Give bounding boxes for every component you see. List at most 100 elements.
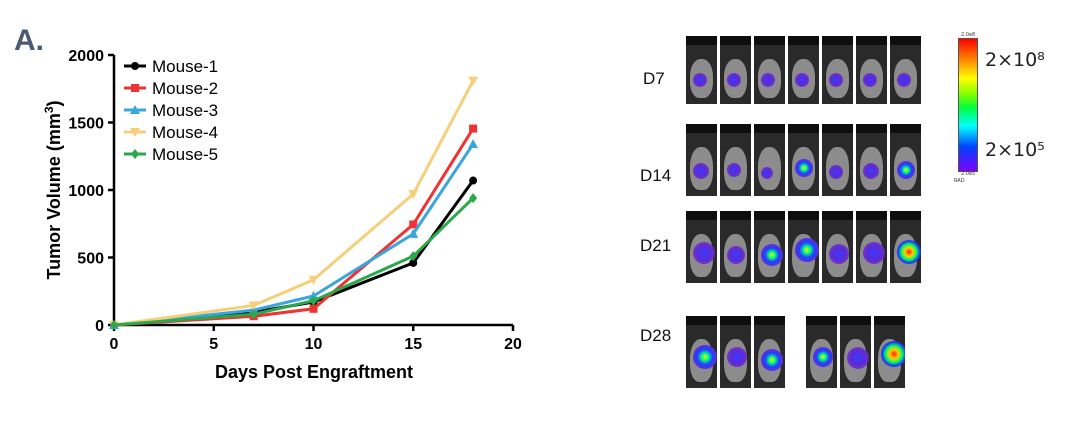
legend-label: Mouse-5 (152, 145, 218, 164)
data-point (308, 290, 319, 300)
mouse-image (754, 124, 785, 196)
data-point (249, 309, 258, 320)
mouse-image (890, 124, 921, 196)
bioluminescence-signal (761, 167, 773, 179)
mouse-image (822, 211, 853, 283)
x-tick-label: 10 (305, 336, 323, 353)
luminescence-colorbar (958, 38, 978, 172)
mouse-image (840, 316, 871, 388)
data-point (469, 124, 478, 133)
bioluminescence-signal (897, 161, 915, 179)
mouse-image (856, 124, 887, 196)
y-tick-label: 1000 (68, 183, 104, 200)
y-tick-label: 0 (95, 318, 104, 335)
bioluminescence-signal (881, 341, 905, 367)
bioluminescence-signal (693, 163, 709, 179)
mouse-image (720, 211, 751, 283)
imaging-row-label-d14: D14 (640, 166, 672, 185)
imaging-row-label-d28: D28 (640, 326, 672, 345)
mouse-image (754, 316, 785, 388)
x-tick-label: 15 (404, 336, 422, 353)
bioluminescence-signal (863, 242, 885, 264)
mouse-image (720, 316, 751, 388)
data-point (469, 176, 478, 185)
bioluminescence-signal (693, 345, 717, 369)
bioluminescence-signal (863, 163, 879, 179)
bioluminescence-signal (761, 349, 783, 371)
mouse-image (788, 211, 819, 283)
bioluminescence-signal (761, 73, 775, 87)
colorbar-low-label: 2×10⁵ (985, 139, 1045, 161)
legend-swatch-marker (131, 84, 139, 92)
colorbar-tiny-unit: RAD (954, 178, 965, 184)
imaging-row-d14 (686, 124, 921, 196)
bioluminescence-signal (727, 73, 741, 87)
chart-legend: Mouse-1 Mouse-2 Mouse-3 Mouse-4 Mouse-5 (124, 57, 218, 164)
data-point (409, 251, 418, 262)
mouse-image (754, 36, 785, 104)
mouse-image (874, 316, 905, 388)
bioluminescence-signal (897, 240, 921, 264)
legend-swatch-marker (130, 128, 140, 137)
series-mouse-3 (109, 139, 479, 329)
bioluminescence-signal (727, 347, 747, 367)
bioluminescence-signal (813, 347, 833, 367)
legend-swatch-marker (131, 149, 139, 159)
imaging-row-label-d7: D7 (643, 69, 665, 88)
bioluminescence-signal (727, 246, 745, 264)
x-tick-label: 5 (209, 336, 218, 353)
data-point (408, 190, 419, 200)
panel-label: A. (14, 24, 44, 57)
bioluminescence-signal (727, 163, 741, 177)
data-point (309, 295, 318, 306)
bioluminescence-signal (795, 238, 819, 262)
imaging-row-d21 (686, 211, 921, 283)
imaging-row-d7 (686, 36, 921, 104)
data-point (469, 193, 478, 204)
bioluminescence-signal (795, 159, 813, 177)
mouse-image (890, 211, 921, 283)
data-point (409, 258, 418, 267)
colorbar-tiny-max: 2.0e8 (961, 32, 976, 38)
bioluminescence-signal (693, 242, 715, 264)
mouse-image (788, 36, 819, 104)
x-axis-label: Days Post Engraftment (215, 362, 413, 382)
series-mouse-5 (110, 193, 478, 330)
legend-label: Mouse-1 (152, 57, 218, 76)
bioluminescence-signal (829, 165, 843, 179)
data-point (468, 76, 479, 86)
bioluminescence-signal (795, 73, 809, 87)
colorbar-tiny-min: 2.0e5 (961, 171, 976, 177)
series-line (113, 179, 475, 327)
y-tick-label: 2000 (68, 48, 104, 65)
series-line (113, 143, 475, 327)
x-tick-label: 20 (504, 336, 522, 353)
y-tick-label: 500 (77, 251, 104, 268)
legend-label: Mouse-3 (152, 101, 218, 120)
mouse-image (720, 36, 751, 104)
mouse-image (686, 36, 717, 104)
data-point (309, 304, 318, 313)
bioluminescence-signal (829, 244, 849, 264)
mouse-image (788, 124, 819, 196)
mouse-image (822, 36, 853, 104)
legend-swatch-marker (130, 105, 140, 114)
mouse-image (686, 124, 717, 196)
imaging-row-d28-right (806, 316, 905, 388)
mouse-image (806, 316, 837, 388)
bioluminescence-signal (829, 73, 843, 87)
bioluminescence-signal (693, 73, 707, 87)
legend-label: Mouse-2 (152, 79, 218, 98)
bioluminescence-signal (761, 244, 783, 266)
mouse-image (890, 36, 921, 104)
colorbar-high-label: 2×10⁸ (985, 49, 1045, 71)
mouse-image (686, 316, 717, 388)
imaging-row-label-d21: D21 (640, 236, 672, 255)
chart-series (109, 76, 479, 330)
legend-swatch-marker (131, 62, 139, 70)
bioluminescence-signal (863, 73, 877, 87)
data-point (248, 301, 259, 311)
x-tick-label: 0 (110, 336, 119, 353)
mouse-image (754, 211, 785, 283)
